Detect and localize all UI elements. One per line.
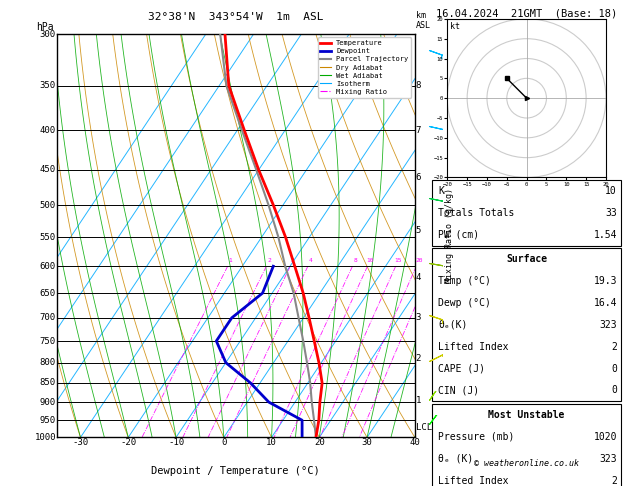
Text: 0: 0 bbox=[611, 385, 617, 396]
Text: θₑ (K): θₑ (K) bbox=[438, 453, 474, 464]
Text: Totals Totals: Totals Totals bbox=[438, 208, 515, 218]
Text: 600: 600 bbox=[40, 262, 56, 271]
Text: 20: 20 bbox=[314, 438, 325, 447]
Text: 450: 450 bbox=[40, 165, 56, 174]
Text: LCL: LCL bbox=[416, 423, 431, 432]
Bar bbox=[433, 180, 621, 245]
Text: 3: 3 bbox=[291, 258, 295, 263]
Text: kt: kt bbox=[450, 22, 460, 31]
Text: 850: 850 bbox=[40, 379, 56, 387]
Text: 323: 323 bbox=[599, 453, 617, 464]
Text: 1: 1 bbox=[228, 258, 232, 263]
Text: 10: 10 bbox=[266, 438, 277, 447]
Text: Lifted Index: Lifted Index bbox=[438, 475, 509, 486]
Text: 16.4: 16.4 bbox=[593, 298, 617, 308]
Text: 500: 500 bbox=[40, 201, 56, 209]
Text: 750: 750 bbox=[40, 336, 56, 346]
Text: 15: 15 bbox=[394, 258, 402, 263]
Text: 1000: 1000 bbox=[35, 433, 56, 442]
Text: hPa: hPa bbox=[36, 21, 53, 32]
Text: CAPE (J): CAPE (J) bbox=[438, 364, 485, 374]
Text: Pressure (mb): Pressure (mb) bbox=[438, 432, 515, 442]
Text: 0: 0 bbox=[611, 364, 617, 374]
Text: -20: -20 bbox=[120, 438, 136, 447]
Text: 0: 0 bbox=[221, 438, 226, 447]
Text: Mixing Ratio (g/kg): Mixing Ratio (g/kg) bbox=[445, 188, 454, 283]
Text: Dewpoint / Temperature (°C): Dewpoint / Temperature (°C) bbox=[152, 466, 320, 476]
Text: Temp (°C): Temp (°C) bbox=[438, 276, 491, 286]
Text: -10: -10 bbox=[168, 438, 184, 447]
Text: 33: 33 bbox=[605, 208, 617, 218]
Text: 550: 550 bbox=[40, 233, 56, 242]
Text: 2: 2 bbox=[611, 342, 617, 351]
Text: K: K bbox=[438, 186, 444, 196]
Text: 30: 30 bbox=[362, 438, 372, 447]
Text: Surface: Surface bbox=[506, 254, 547, 264]
Text: 7: 7 bbox=[416, 126, 421, 135]
Text: 1: 1 bbox=[416, 396, 421, 405]
Text: 32°38'N  343°54'W  1m  ASL: 32°38'N 343°54'W 1m ASL bbox=[148, 12, 323, 22]
Text: -30: -30 bbox=[72, 438, 89, 447]
Text: 1.54: 1.54 bbox=[593, 230, 617, 240]
Text: 2: 2 bbox=[267, 258, 271, 263]
Text: 800: 800 bbox=[40, 358, 56, 367]
Text: θₑ(K): θₑ(K) bbox=[438, 320, 467, 330]
Text: 900: 900 bbox=[40, 398, 56, 407]
Text: 6: 6 bbox=[416, 173, 421, 182]
Text: 8: 8 bbox=[416, 81, 421, 90]
Text: 8: 8 bbox=[353, 258, 357, 263]
Text: 1020: 1020 bbox=[593, 432, 617, 442]
Bar bbox=[433, 248, 621, 401]
Text: 40: 40 bbox=[409, 438, 420, 447]
Text: 2: 2 bbox=[611, 475, 617, 486]
Text: 300: 300 bbox=[40, 30, 56, 38]
Text: 350: 350 bbox=[40, 81, 56, 90]
Text: 323: 323 bbox=[599, 320, 617, 330]
Text: © weatheronline.co.uk: © weatheronline.co.uk bbox=[474, 459, 579, 468]
Text: 2: 2 bbox=[416, 354, 421, 363]
Text: 10: 10 bbox=[366, 258, 374, 263]
Text: 16.04.2024  21GMT  (Base: 18): 16.04.2024 21GMT (Base: 18) bbox=[436, 8, 617, 18]
Text: 700: 700 bbox=[40, 313, 56, 322]
Text: 20: 20 bbox=[415, 258, 423, 263]
Text: 4: 4 bbox=[416, 273, 421, 282]
Text: Dewp (°C): Dewp (°C) bbox=[438, 298, 491, 308]
Text: 4: 4 bbox=[309, 258, 313, 263]
Text: Most Unstable: Most Unstable bbox=[489, 410, 565, 420]
Text: 400: 400 bbox=[40, 126, 56, 135]
Text: PW (cm): PW (cm) bbox=[438, 230, 479, 240]
Text: 5: 5 bbox=[416, 226, 421, 235]
Text: 19.3: 19.3 bbox=[593, 276, 617, 286]
Text: km
ASL: km ASL bbox=[416, 11, 431, 30]
Bar bbox=[433, 404, 621, 486]
Text: 950: 950 bbox=[40, 416, 56, 425]
Text: 650: 650 bbox=[40, 289, 56, 297]
Legend: Temperature, Dewpoint, Parcel Trajectory, Dry Adiabat, Wet Adiabat, Isotherm, Mi: Temperature, Dewpoint, Parcel Trajectory… bbox=[318, 37, 411, 98]
Text: CIN (J): CIN (J) bbox=[438, 385, 479, 396]
Text: Lifted Index: Lifted Index bbox=[438, 342, 509, 351]
Text: 3: 3 bbox=[416, 313, 421, 322]
Text: 10: 10 bbox=[605, 186, 617, 196]
